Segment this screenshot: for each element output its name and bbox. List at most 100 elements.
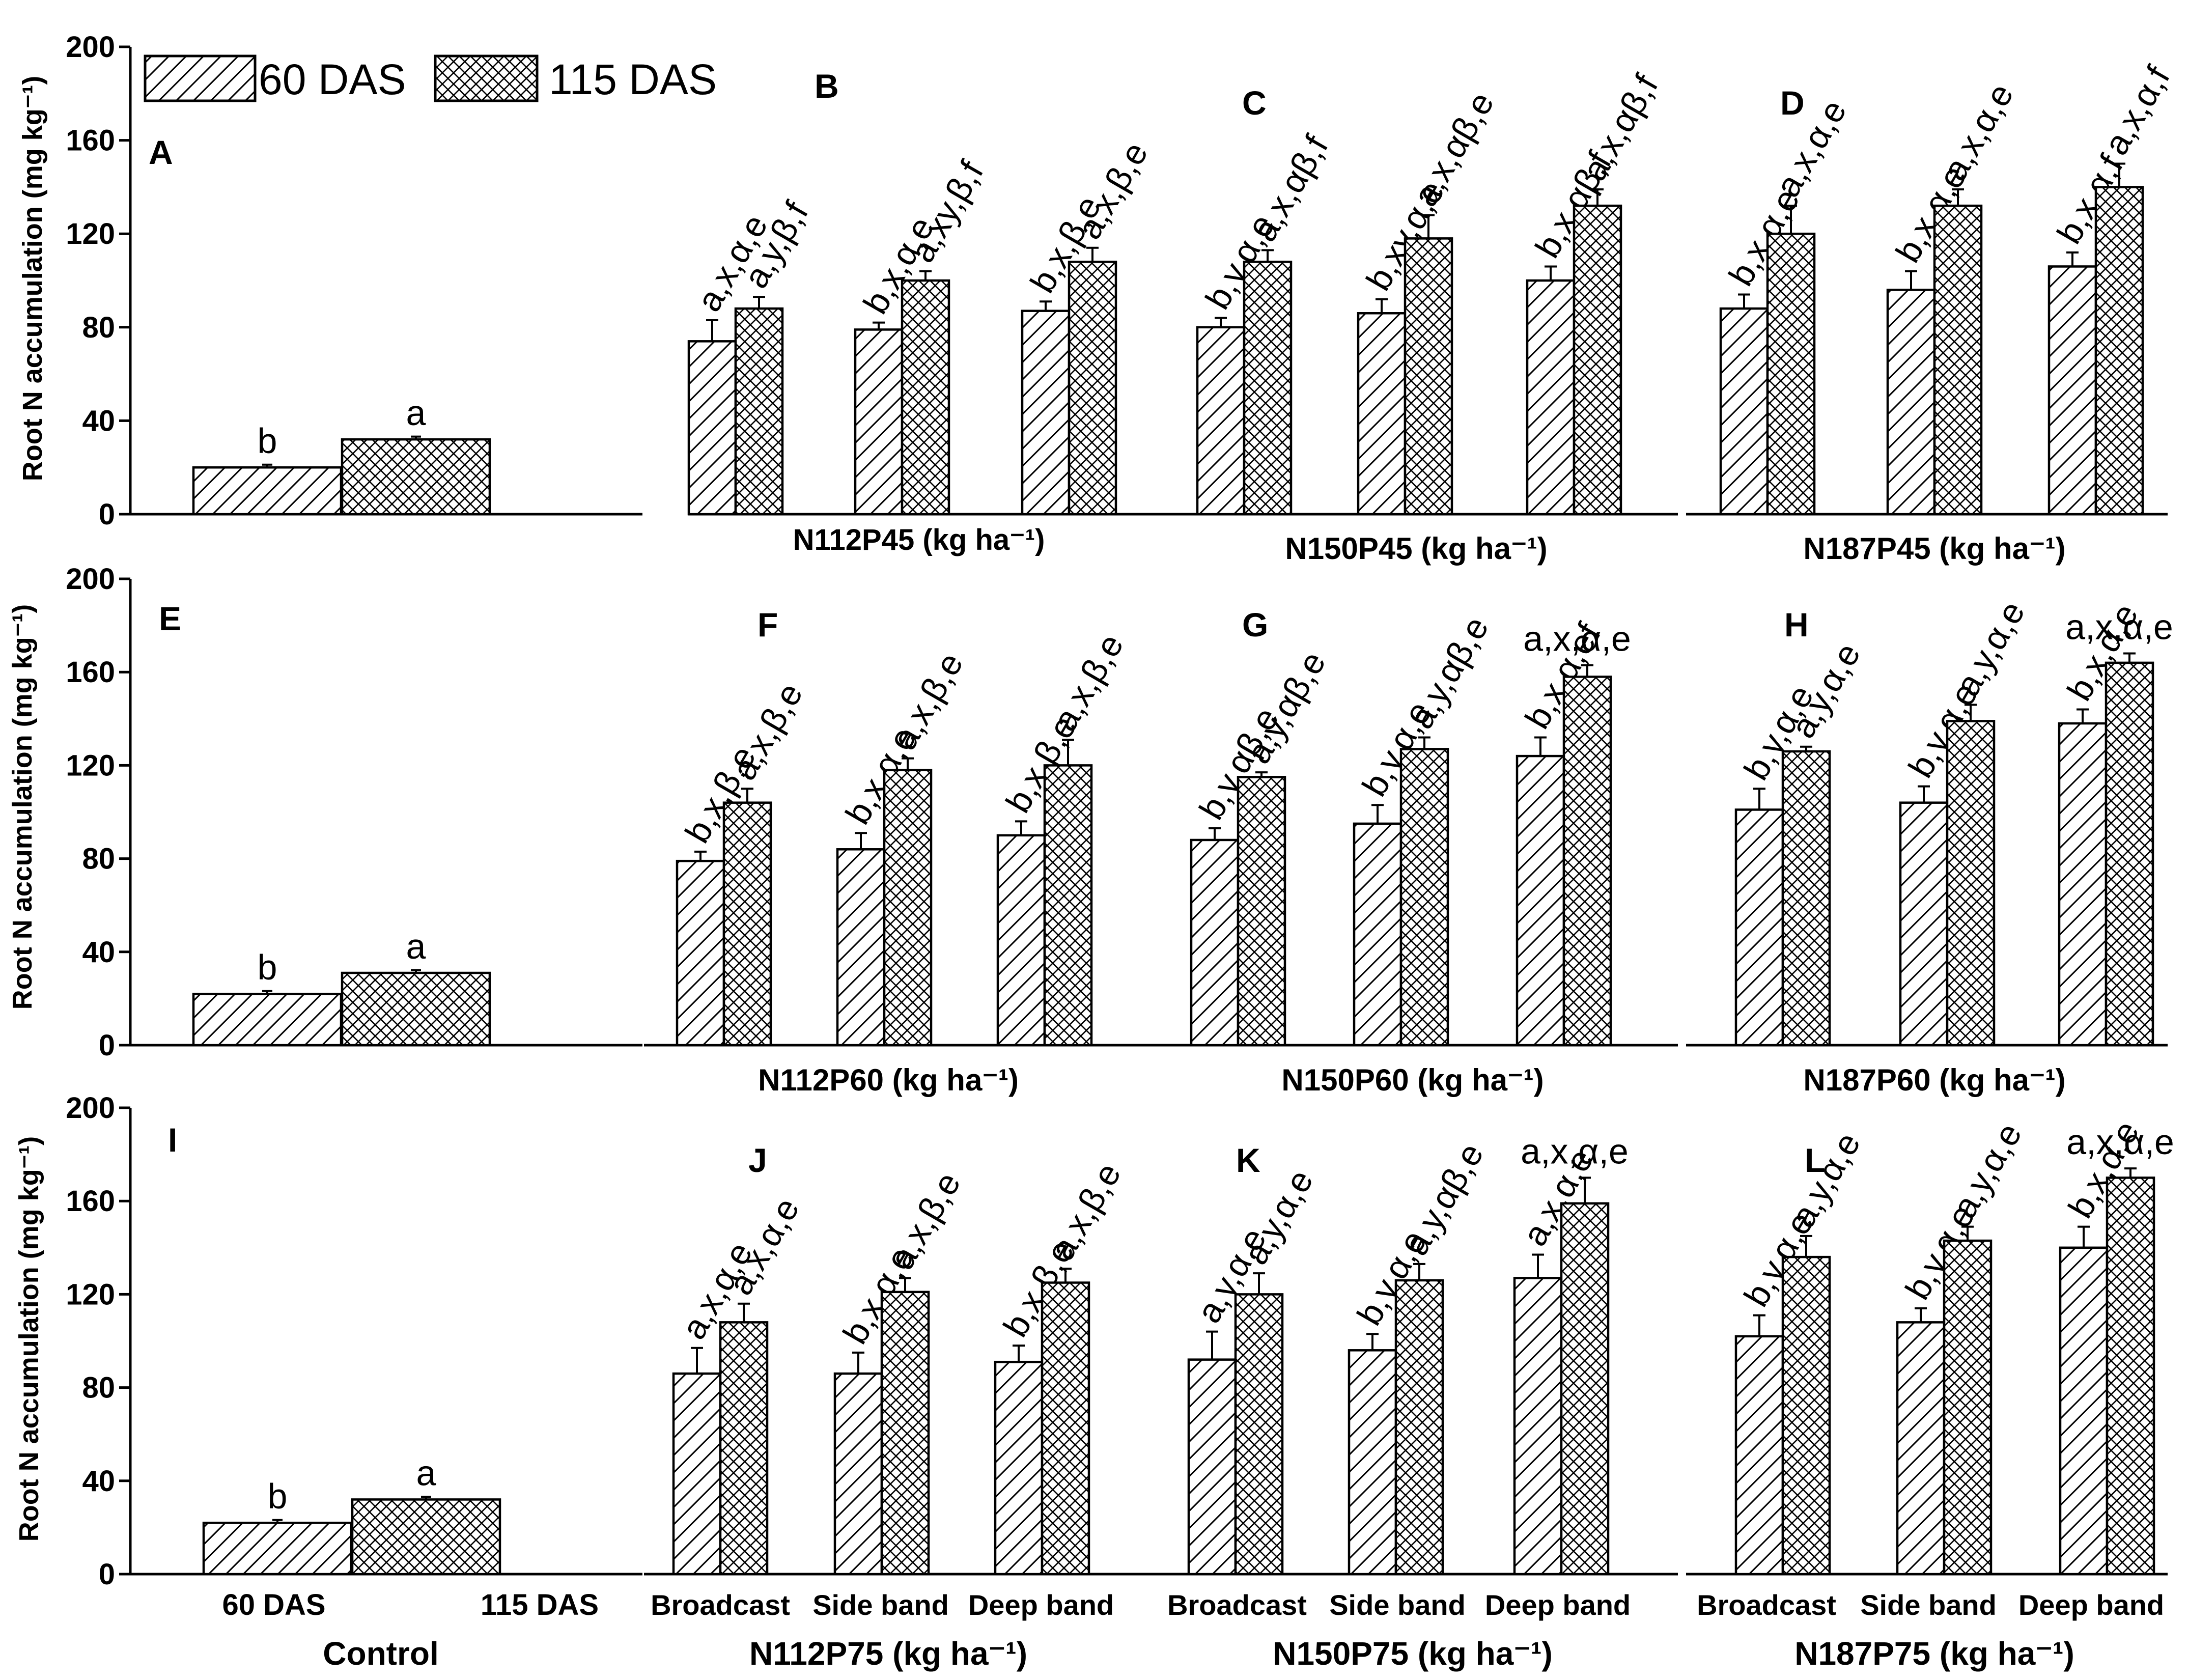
significance-label: b [258,947,277,987]
significance-label: a,x,β,e [885,646,971,756]
bar-L-broadcast-60das [1734,1335,1784,1576]
y-tick-label: 0 [99,1558,115,1591]
significance-label: a,x,α,e [1523,619,1631,658]
y-tick-label: 80 [82,843,115,876]
x-tick-k-deep-band: Deep band [1485,1589,1631,1621]
y-tick-label: 120 [66,749,115,782]
x-tick-j-deep-band: Deep band [968,1589,1114,1621]
group-title-N112P60: N112P60 (kg ha⁻¹) [758,1063,1019,1097]
significance-label: a,y,α,e [1236,1163,1321,1271]
x-tick-l-deep-band: Deep band [2018,1589,2164,1621]
bar-I-115das [351,1498,501,1576]
panel-letter-E: E [159,600,181,637]
bar-A-115das [341,438,491,516]
y-axis-title-row-1: Root N accumulation (mg kg⁻¹) [17,76,48,482]
bar-F-side-band-115das [883,769,933,1047]
bar-G-broadcast-60das [1190,838,1240,1047]
bar-H-side-band-60das [1899,801,1949,1047]
panel-letters: A B C D E F G H I J K L [149,67,1825,1179]
bar-F-side-band-60das [836,848,886,1047]
bar-G-deep-band-60das [1516,754,1565,1047]
significance-label: a [406,927,426,966]
significance-label: a,x,α,e [1935,77,2021,187]
group-title-N187P60: N187P60 (kg ha⁻¹) [1803,1063,2065,1097]
bar-G-deep-band-115das [1562,676,1612,1047]
bar-F-deep-band-60das [996,834,1046,1047]
significance-label: a,y,α,e [1948,595,2032,703]
panel-letter-A: A [149,133,173,171]
bar-F-broadcast-115das [722,801,772,1047]
y-tick-label: 120 [66,217,115,250]
y-tick-label: 160 [66,1185,115,1218]
panel-letter-B: B [815,67,839,105]
bar-K-broadcast-60das [1187,1358,1237,1576]
bar-C-broadcast-115das [1243,261,1293,516]
bar-K-deep-band-115das [1560,1202,1610,1576]
bar-C-deep-band-60das [1526,279,1576,516]
panel-letter-K: K [1236,1141,1260,1179]
y-tick-label: 40 [82,404,115,437]
bar-K-side-band-115das [1394,1279,1444,1576]
significance-label: a,x,β,e [882,1166,968,1276]
panel-letter-L: L [1805,1141,1825,1179]
group-title-N150P45: N150P45 (kg ha⁻¹) [1285,531,1547,566]
significance-label: a,x,αβ,e [1406,86,1501,213]
x-tick-j-side-band: Side band [812,1589,949,1621]
bar-L-deep-band-115das [2106,1177,2155,1576]
bar-J-broadcast-60das [672,1372,722,1576]
bar-L-broadcast-115das [1781,1255,1831,1576]
y-axis-title-row-2: Root N accumulation (mg kg⁻¹) [7,604,38,1010]
significance-label: a,x,β,e [1070,135,1156,245]
bar-B-broadcast-115das [734,307,784,516]
panel-letter-D: D [1780,84,1805,122]
bar-G-side-band-115das [1399,748,1449,1047]
bar-C-deep-band-115das [1573,204,1622,516]
bar-K-deep-band-60das [1513,1277,1563,1576]
significance-label: a,x,β,e [724,677,810,787]
bar-H-broadcast-60das [1734,808,1784,1047]
significance-label: a,xy,β,f [903,154,991,269]
panel-letter-C: C [1242,84,1267,122]
bar-G-side-band-60das [1353,822,1402,1047]
significance-label: a,x,α,e [2066,1122,2174,1162]
bar-J-side-band-115das [880,1291,930,1576]
bar-E-60das [192,992,343,1047]
x-tick-control-115-das: 115 DAS [481,1588,599,1621]
x-tick-control-60-das: 60 DAS [222,1588,325,1621]
bar-C-side-band-115das [1404,237,1453,516]
bar-F-broadcast-60das [676,859,725,1047]
y-tick-label: 80 [82,311,115,344]
y-tick-label: 0 [99,498,115,531]
significance-label: a,y,α,e [1783,1126,1868,1234]
bar-B-side-band-115das [901,279,950,516]
bar-B-deep-band-60das [1021,310,1071,516]
y-tick-label: 200 [66,563,115,596]
bar-I-60das [202,1521,353,1576]
group-title-N187P45: N187P45 (kg ha⁻¹) [1803,531,2065,566]
bar-L-side-band-60das [1896,1321,1946,1576]
y-tick-label: 120 [66,1278,115,1311]
bar-J-side-band-60das [833,1372,883,1576]
significance-label: a,y,α,e [1945,1116,2029,1224]
significance-label: a,x,α,e [2065,607,2173,647]
bar-B-deep-band-115das [1068,261,1117,516]
bar-B-side-band-60das [854,328,904,516]
bar-D-broadcast-60das [1719,307,1769,516]
bar-J-deep-band-60das [994,1360,1044,1576]
x-tick-k-side-band: Side band [1329,1589,1466,1621]
x-tick-k-broadcast: Broadcast [1167,1589,1307,1621]
bar-H-deep-band-115das [2105,661,2154,1047]
significance-label: b [258,421,277,461]
bar-J-deep-band-115das [1041,1281,1090,1576]
bar-H-deep-band-60das [2058,722,2108,1047]
bar-E-115das [341,971,491,1047]
y-axis-title-row-3: Root N accumulation (mg kg⁻¹) [14,1136,44,1542]
y-tick-label: 40 [82,936,115,969]
significance-label: a [416,1453,436,1493]
panel-letter-G: G [1242,606,1268,643]
significance-label: a,x,α,e [1521,1131,1629,1171]
significance-label: a [406,393,426,433]
legend-swatch-115-das [434,54,539,102]
